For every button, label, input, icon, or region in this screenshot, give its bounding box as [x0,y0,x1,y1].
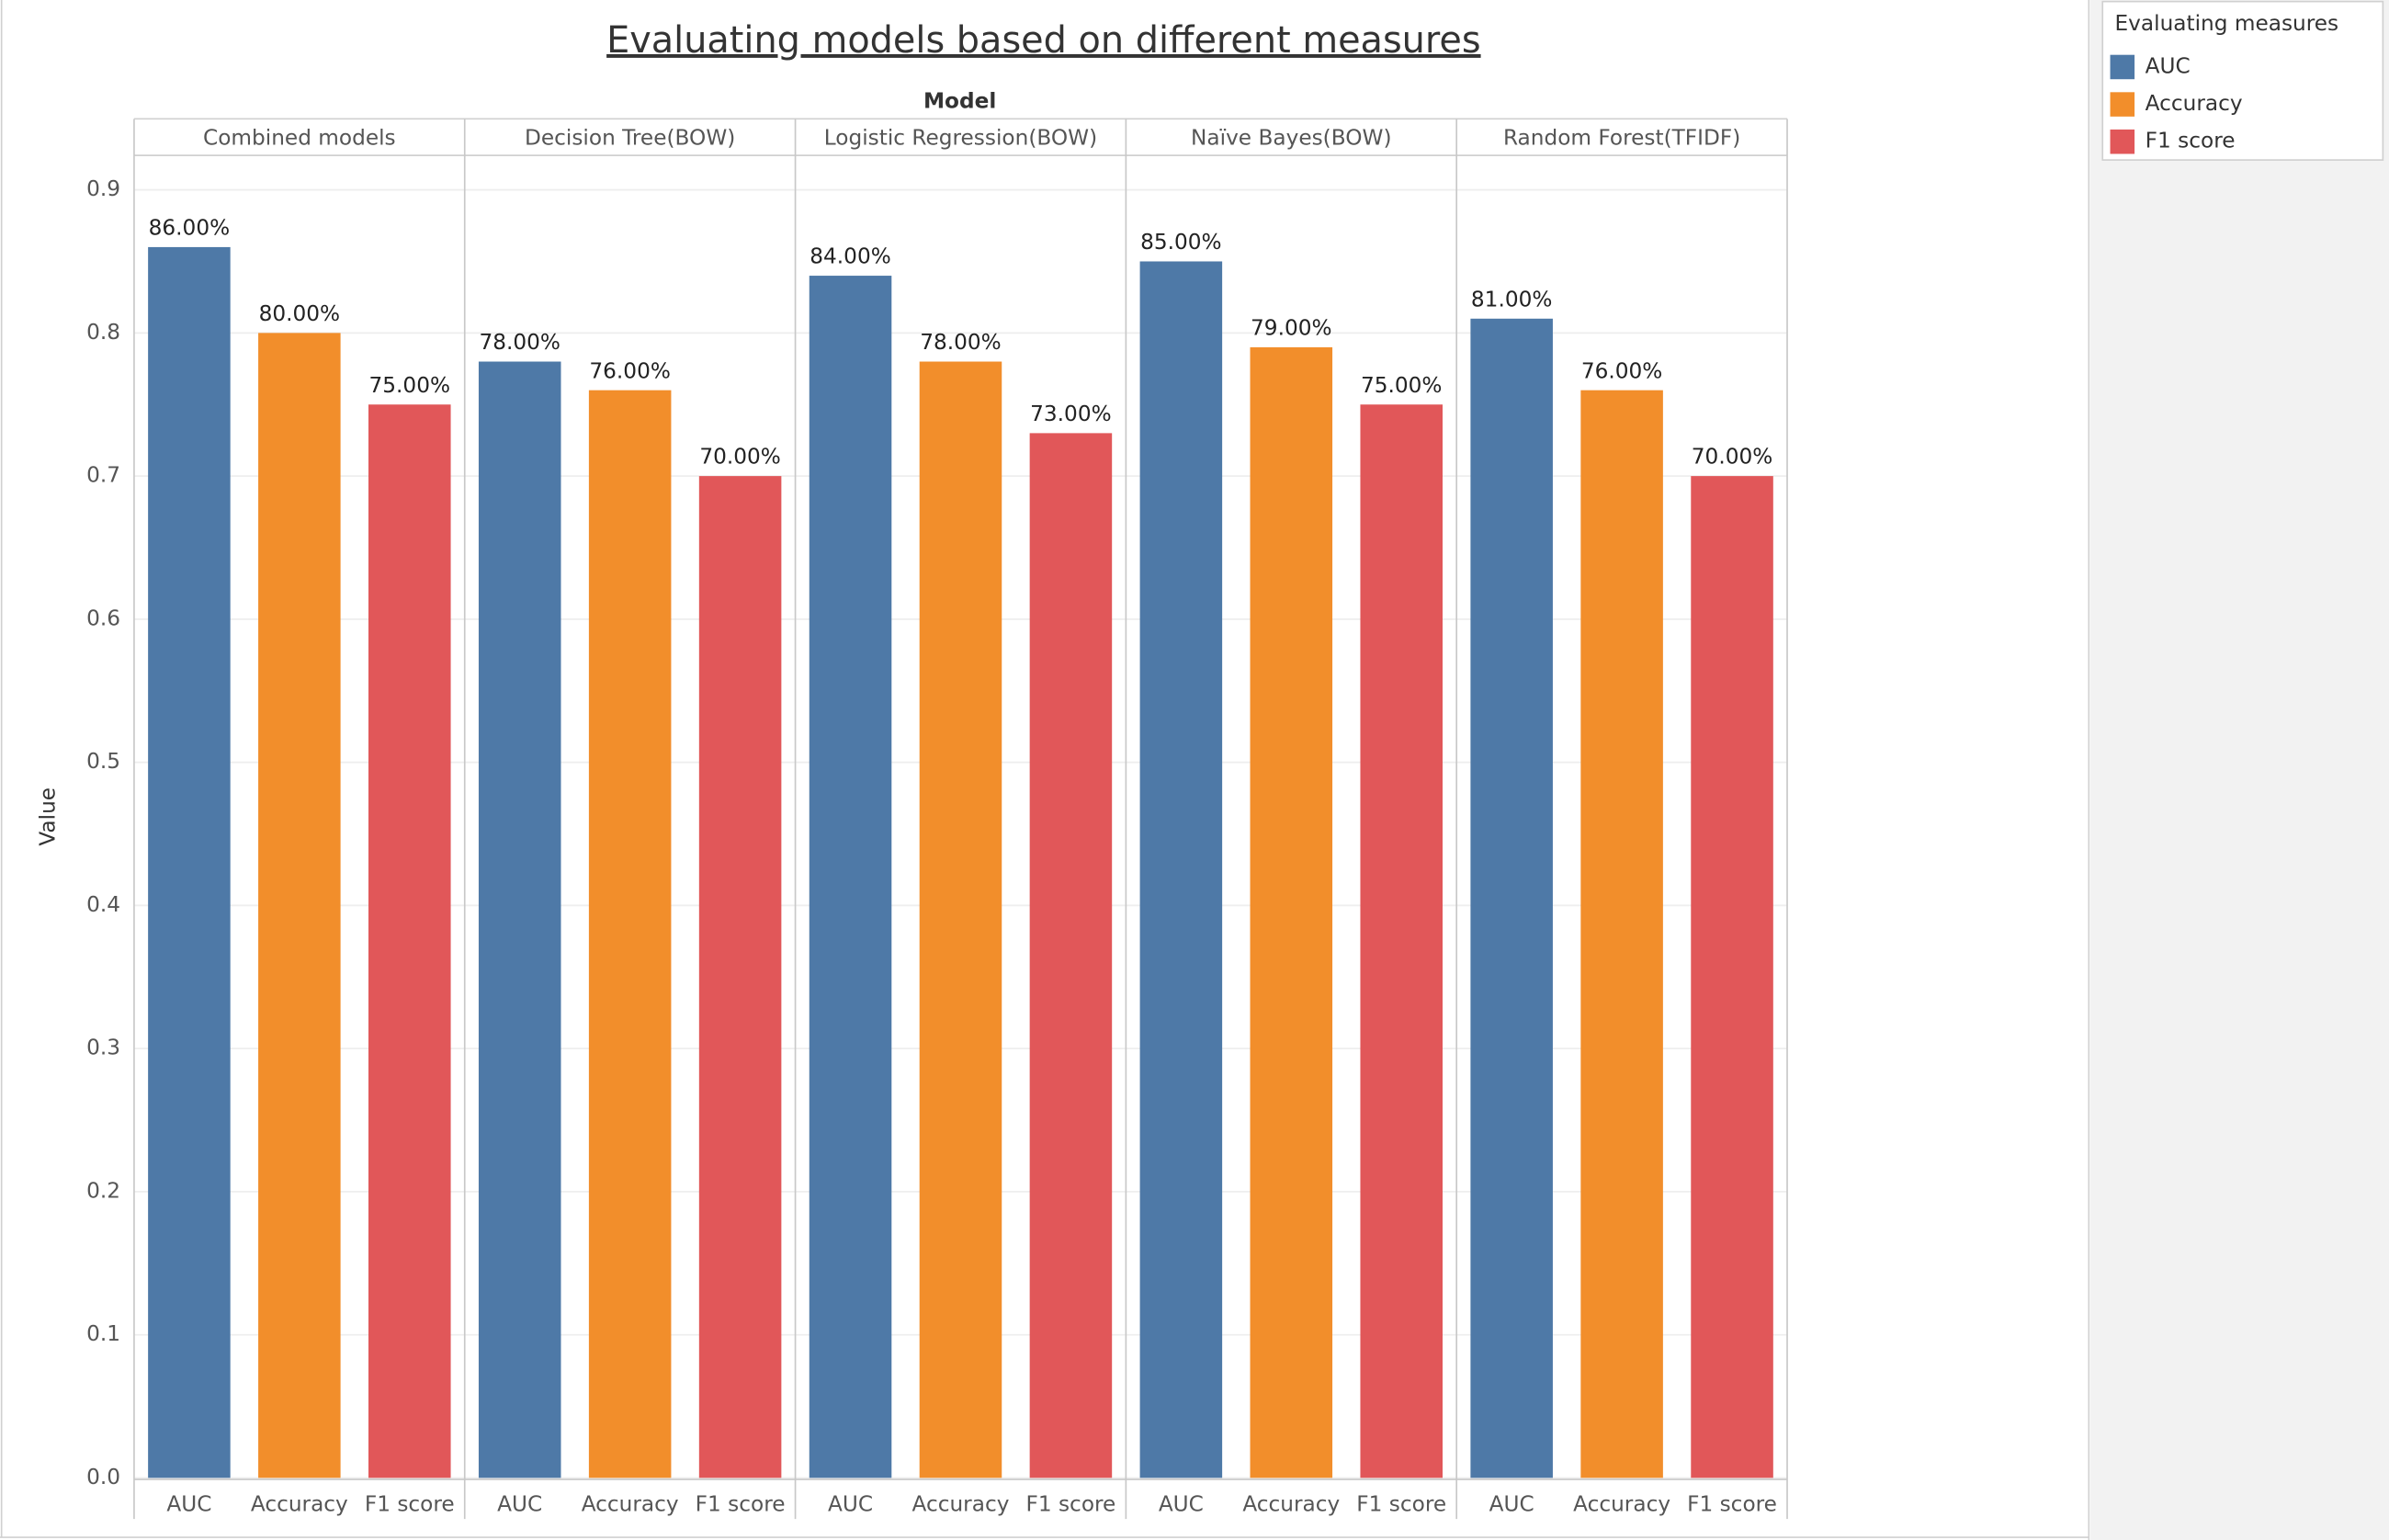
bar [148,246,231,1478]
value-label: 73.00% [1030,402,1111,426]
bar [809,276,892,1478]
bar [1691,476,1773,1478]
x-tick-label: F1 score [1687,1492,1777,1517]
x-tick-label: AUC [497,1492,542,1517]
bar [698,476,782,1478]
bar [1580,390,1663,1478]
x-tick-label: Accuracy [1573,1492,1670,1517]
panel-label: Decision Tree(BOW) [525,125,735,150]
x-tick-label: Accuracy [912,1492,1010,1517]
legend-label: Accuracy [2146,91,2243,116]
x-tick-label: F1 score [696,1492,786,1517]
y-tick-label: 0.6 [86,606,120,630]
y-tick-label: 0.9 [86,176,120,201]
value-label: 76.00% [1581,358,1662,383]
panel-label: Logistic Regression(BOW) [824,125,1097,150]
x-tick-label: AUC [1489,1492,1534,1517]
x-tick-label: F1 score [1025,1492,1115,1517]
x-tick-label: AUC [1159,1492,1204,1517]
y-tick-label: 0.5 [86,749,120,774]
bar [1470,318,1553,1478]
bar [1029,433,1113,1478]
y-tick-label: 0.0 [86,1465,120,1489]
legend-swatch [2110,92,2135,117]
value-label: 75.00% [1361,373,1442,398]
value-label: 76.00% [589,358,670,383]
y-tick-label: 0.7 [86,463,120,488]
legend-swatch [2110,129,2135,154]
value-label: 70.00% [699,445,780,470]
panel-label: Combined models [203,125,396,150]
value-label: 85.00% [1140,230,1221,255]
bar [1250,346,1333,1478]
side-panel [2089,0,2389,1540]
panel-label: Random Forest(TFIDF) [1503,125,1740,150]
y-tick-label: 0.8 [86,320,120,345]
value-label: 70.00% [1692,445,1772,470]
bar [1360,404,1444,1478]
bar [1139,261,1223,1478]
value-label: 84.00% [810,244,890,269]
bar [258,333,341,1478]
value-label: 79.00% [1251,316,1331,341]
x-tick-label: F1 score [1356,1492,1446,1517]
bar [919,361,1002,1478]
x-tick-label: Accuracy [1242,1492,1340,1517]
value-label: 81.00% [1471,287,1552,311]
legend-title: Evaluating measures [2115,11,2339,36]
bar [368,404,451,1478]
value-label: 78.00% [479,330,560,355]
legend-box [2101,0,2384,161]
x-tick-label: F1 score [365,1492,455,1517]
x-tick-label: AUC [828,1492,873,1517]
panel-label: Naïve Bayes(BOW) [1191,125,1391,150]
value-label: 80.00% [259,301,340,326]
legend-label: AUC [2146,53,2191,78]
y-axis-label: Value [36,787,61,846]
x-tick-label: Accuracy [251,1492,348,1517]
bar [588,390,672,1478]
y-tick-label: 0.3 [86,1036,120,1060]
chart-title: Evaluating models based on different mea… [606,19,1480,62]
legend-swatch [2110,54,2135,80]
facet-label: Model [923,89,996,114]
legend-label: F1 score [2146,129,2236,153]
y-tick-label: 0.2 [86,1178,120,1203]
value-label: 86.00% [149,216,230,241]
value-label: 78.00% [920,330,1001,355]
y-tick-label: 0.4 [86,892,120,917]
y-tick-label: 0.1 [86,1321,120,1346]
bar [478,361,561,1478]
value-label: 75.00% [369,373,450,398]
x-tick-label: AUC [166,1492,211,1517]
x-tick-label: Accuracy [582,1492,679,1517]
